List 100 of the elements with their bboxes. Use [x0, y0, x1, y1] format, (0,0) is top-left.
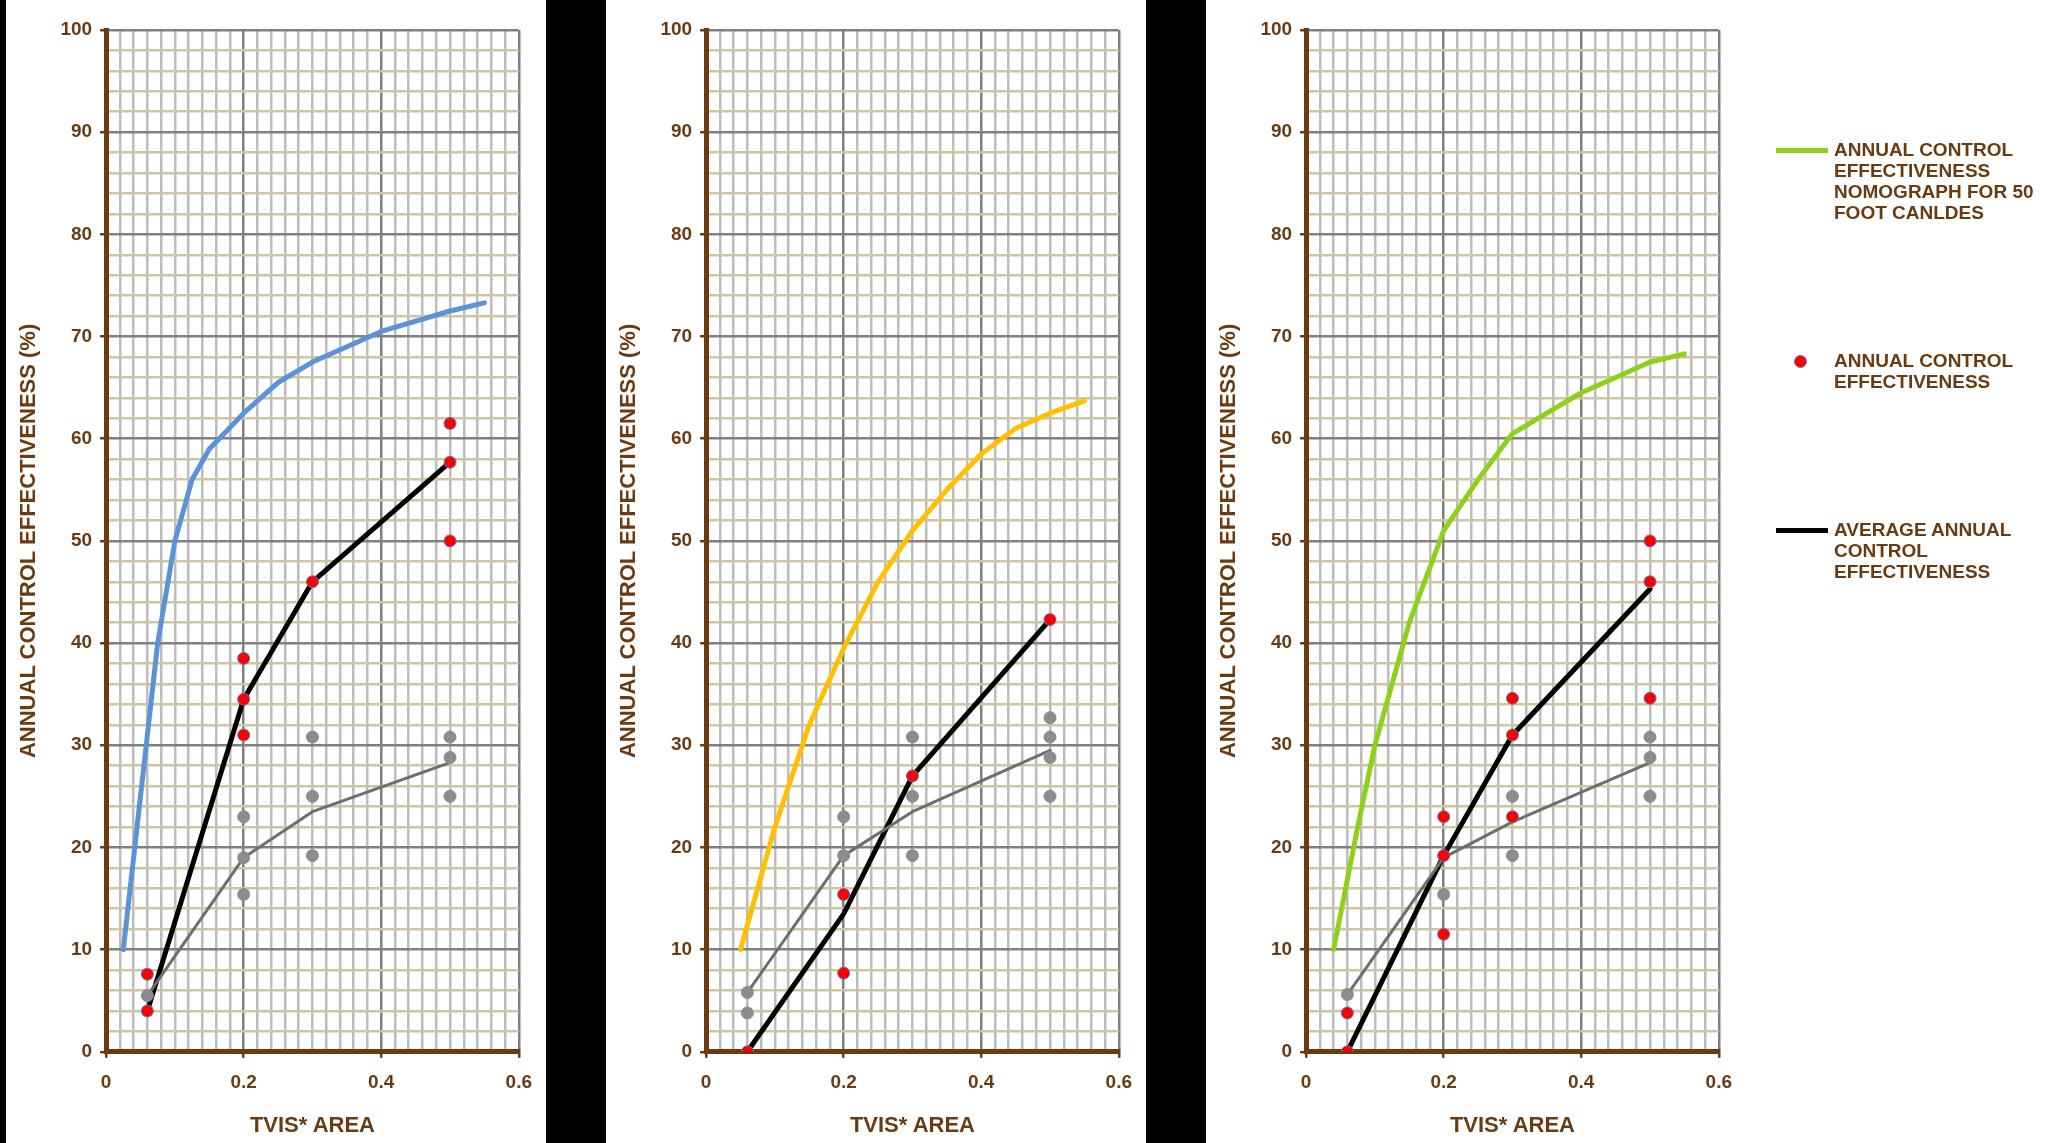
point — [305, 789, 319, 803]
y-tick-label: 50 — [70, 529, 93, 551]
y-tick-label: 100 — [60, 18, 93, 40]
point — [1505, 728, 1519, 742]
point — [443, 416, 457, 430]
point — [905, 730, 919, 744]
point — [1505, 789, 1519, 803]
y-tick-label: 10 — [1270, 937, 1293, 959]
point — [837, 810, 851, 824]
point — [1340, 988, 1354, 1002]
y-tick-label: 70 — [670, 324, 693, 346]
x-axis-title: TVIS* AREA — [249, 1111, 376, 1137]
y-tick-label: 60 — [1270, 426, 1293, 448]
y-tick-label: 30 — [1270, 733, 1293, 755]
x-tick-label: 0.6 — [1105, 1071, 1132, 1093]
x-tick-label: 0.2 — [230, 1071, 257, 1093]
y-tick-label: 30 — [70, 733, 93, 755]
x-tick-label: 0 — [700, 1071, 712, 1093]
x-tick-label: 0.4 — [368, 1071, 395, 1093]
point — [443, 455, 457, 469]
point — [237, 851, 251, 865]
point — [1043, 789, 1057, 803]
point — [305, 849, 319, 863]
y-tick-label: 80 — [70, 222, 93, 244]
point — [905, 849, 919, 863]
point — [1643, 751, 1657, 765]
x-tick-label: 0.6 — [505, 1071, 532, 1093]
point — [1505, 691, 1519, 705]
x-axis-title: TVIS* AREA — [1449, 1111, 1576, 1137]
y-tick-label: 30 — [670, 733, 693, 755]
point — [1043, 613, 1057, 627]
x-tick-label: 0.4 — [1568, 1071, 1595, 1093]
point — [837, 887, 851, 901]
point — [443, 751, 457, 765]
point — [1437, 810, 1451, 824]
point — [237, 810, 251, 824]
y-axis-title: ANNUAL CONTROL EFFECTIVENESS (%) — [1215, 323, 1241, 759]
y-tick-label: 10 — [70, 937, 93, 959]
point — [443, 730, 457, 744]
y-tick-label: 20 — [70, 835, 93, 857]
point — [837, 966, 851, 980]
point — [1643, 691, 1657, 705]
y-tick-label: 70 — [70, 324, 93, 346]
y-tick-label: 80 — [670, 222, 693, 244]
point — [140, 967, 154, 981]
point — [1043, 730, 1057, 744]
point — [1505, 810, 1519, 824]
point — [237, 887, 251, 901]
point — [905, 769, 919, 783]
x-axis-title: TVIS* AREA — [849, 1111, 976, 1137]
y-tick-label: 0 — [81, 1040, 93, 1062]
legend-label: ANNUAL CONTROL EFFECTIVENESS NOMOGRAPH FOR 50 FOOT CANLDES — [1834, 139, 2035, 224]
y-tick-label: 100 — [1260, 18, 1293, 40]
x-tick-label: 0 — [1300, 1071, 1312, 1093]
point — [1043, 751, 1057, 765]
point — [237, 651, 251, 665]
point — [905, 789, 919, 803]
y-tick-label: 90 — [70, 120, 93, 142]
point — [1643, 730, 1657, 744]
point — [305, 575, 319, 589]
y-tick-label: 80 — [1270, 222, 1293, 244]
point — [837, 849, 851, 863]
y-tick-label: 0 — [1281, 1040, 1293, 1062]
y-tick-label: 0 — [681, 1040, 693, 1062]
y-tick-label: 40 — [1270, 631, 1293, 653]
y-tick-label: 100 — [660, 18, 693, 40]
y-tick-label: 20 — [1270, 835, 1293, 857]
point — [1643, 789, 1657, 803]
point — [1505, 849, 1519, 863]
y-tick-label: 70 — [1270, 324, 1293, 346]
point — [1643, 575, 1657, 589]
x-tick-label: 0.2 — [830, 1071, 857, 1093]
point — [1437, 849, 1451, 863]
point — [1437, 927, 1451, 941]
point — [740, 986, 754, 1000]
y-tick-label: 50 — [670, 529, 693, 551]
y-axis-title: ANNUAL CONTROL EFFECTIVENESS (%) — [615, 323, 641, 759]
point — [1043, 711, 1057, 725]
point — [305, 730, 319, 744]
point — [1437, 887, 1451, 901]
y-axis-title: ANNUAL CONTROL EFFECTIVENESS (%) — [15, 323, 41, 759]
x-tick-label: 0 — [100, 1071, 112, 1093]
y-tick-label: 90 — [1270, 120, 1293, 142]
legend-label: ANNUAL CONTROL EFFECTIVENESS — [1834, 350, 2014, 393]
y-tick-label: 40 — [70, 631, 93, 653]
point — [740, 1006, 754, 1020]
point — [443, 789, 457, 803]
point — [1643, 534, 1657, 548]
x-tick-label: 0.6 — [1705, 1071, 1732, 1093]
point — [443, 534, 457, 548]
point — [140, 1004, 154, 1018]
y-tick-label: 50 — [1270, 529, 1293, 551]
x-tick-label: 0.4 — [968, 1071, 995, 1093]
y-tick-label: 90 — [670, 120, 693, 142]
legend-label: AVERAGE ANNUAL CONTROL EFFECTIVENESS — [1834, 519, 2012, 583]
point — [140, 989, 154, 1003]
y-tick-label: 60 — [670, 426, 693, 448]
y-tick-label: 10 — [670, 937, 693, 959]
point — [1340, 1006, 1354, 1020]
point — [237, 692, 251, 706]
